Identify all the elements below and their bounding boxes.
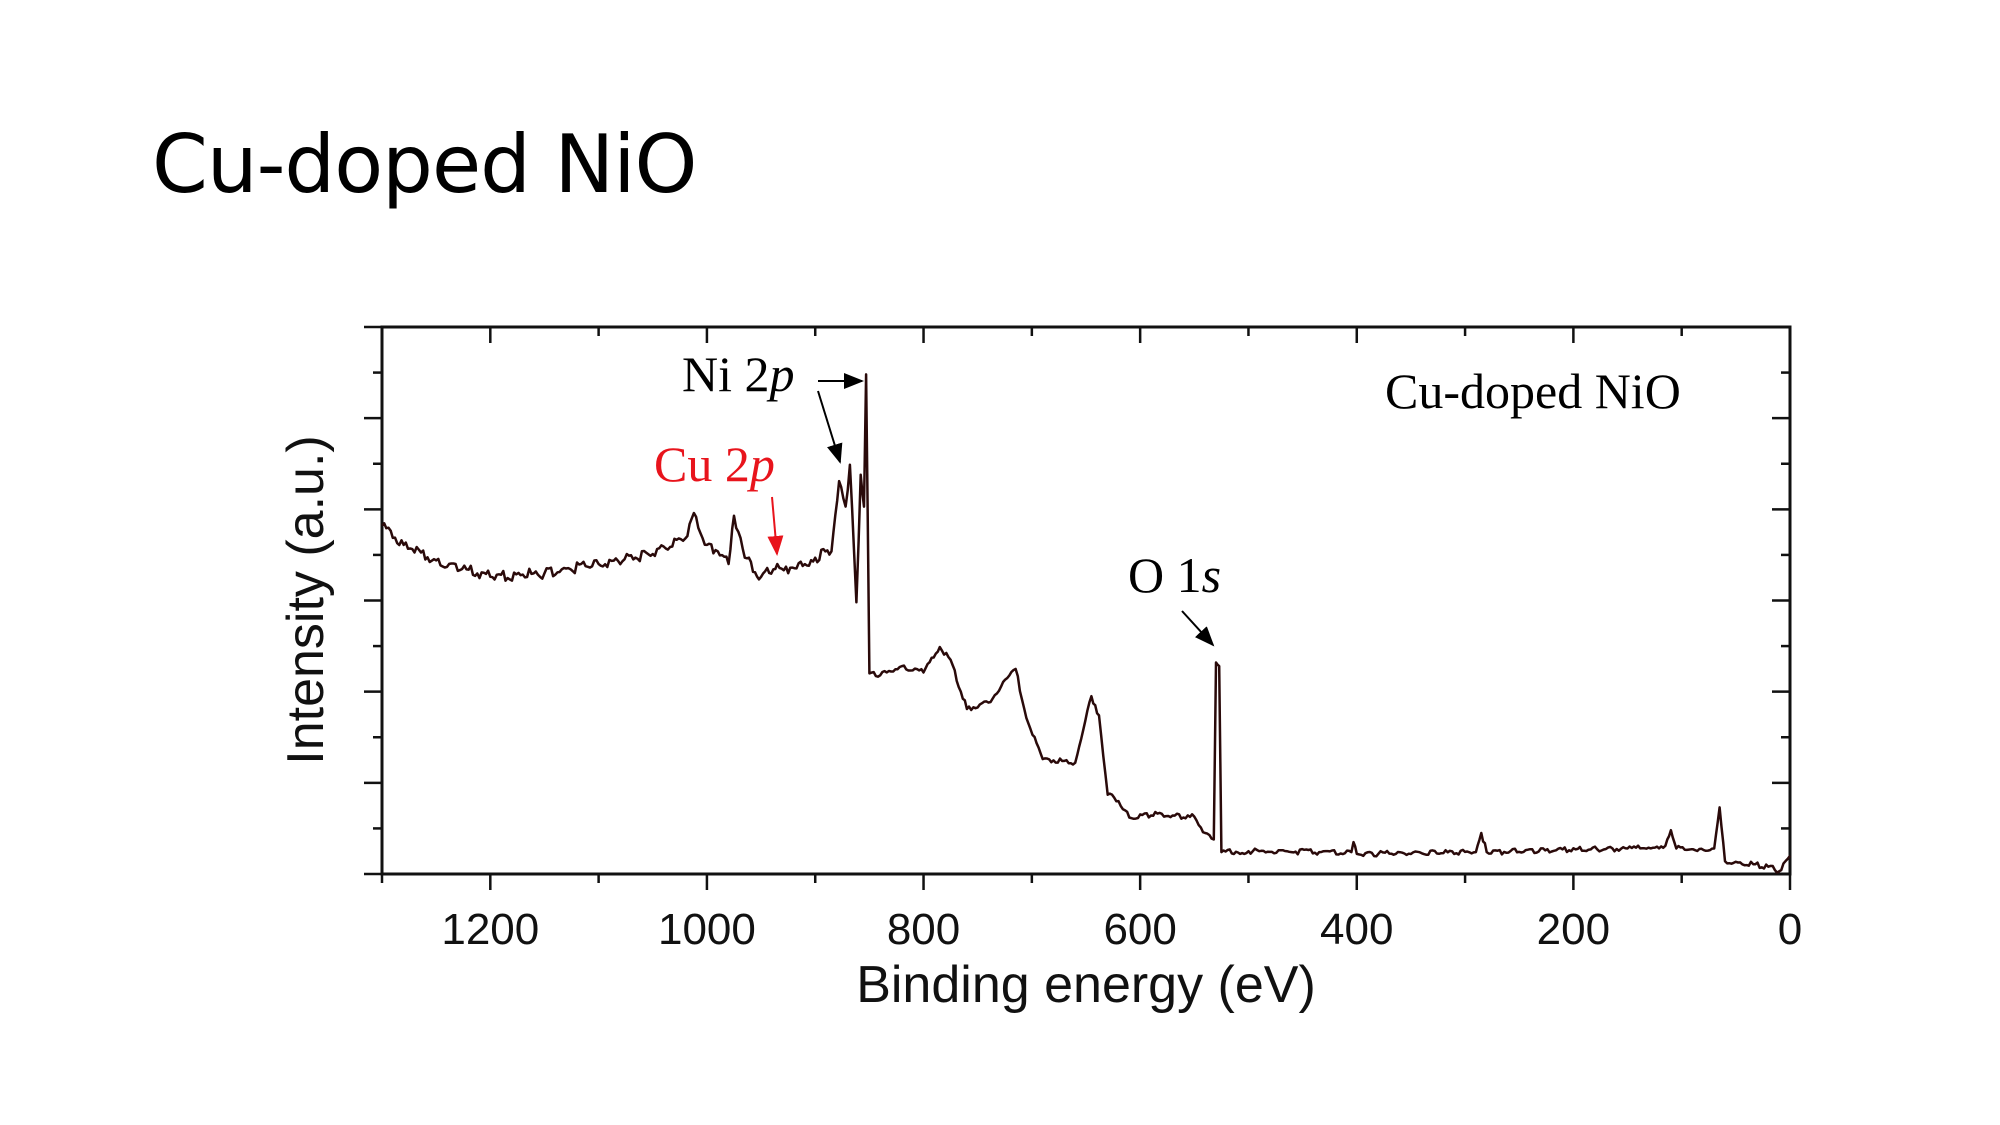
annotation-label: Ni 2p bbox=[682, 346, 795, 402]
annotation-text: Cu 2 bbox=[654, 436, 750, 492]
slide-title: Cu-doped NiO bbox=[152, 118, 697, 211]
annotation-text: Ni 2 bbox=[682, 346, 770, 402]
annotation-italic: s bbox=[1202, 547, 1221, 603]
annotation-arrow bbox=[817, 390, 843, 464]
y-axis-label: Intensity (a.u.) bbox=[277, 435, 335, 764]
legend-text: Cu-doped NiO bbox=[1385, 363, 1681, 419]
annotation-italic: p bbox=[767, 346, 795, 402]
x-tick-label: 600 bbox=[1103, 905, 1176, 954]
annotation-label: O 1s bbox=[1128, 547, 1221, 603]
annotation-arrow bbox=[1181, 610, 1215, 647]
x-tick-label: 800 bbox=[887, 905, 960, 954]
x-tick-label: 200 bbox=[1537, 905, 1610, 954]
annotation-arrow bbox=[767, 496, 784, 556]
x-tick-label: 400 bbox=[1320, 905, 1393, 954]
spectrum-line bbox=[381, 373, 1791, 874]
x-tick-label: 1000 bbox=[658, 905, 756, 954]
annotation-italic: p bbox=[747, 436, 775, 492]
x-tick-label: 1200 bbox=[441, 905, 539, 954]
x-tick-label: 0 bbox=[1778, 905, 1802, 954]
x-axis-label: Binding energy (eV) bbox=[856, 956, 1316, 1014]
annotation-label: Cu 2p bbox=[654, 436, 775, 492]
ticks: 1200 1000 800 600 400 200 0 bbox=[364, 325, 1802, 954]
annotation-text: O 1 bbox=[1128, 547, 1202, 603]
